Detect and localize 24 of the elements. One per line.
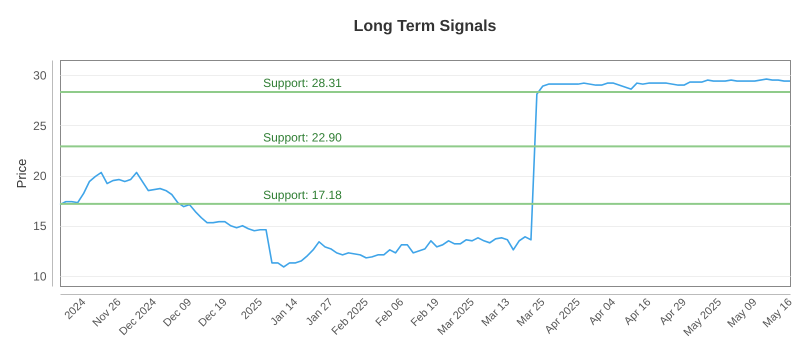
x-tick-label: Apr 16 xyxy=(622,296,654,328)
x-tick-label: Feb 06 xyxy=(373,296,406,329)
x-tick-label: Apr 29 xyxy=(657,296,689,328)
x-tick-label: Apr 04 xyxy=(586,296,618,328)
x-tick-label: Jan 27 xyxy=(304,296,336,328)
y-axis-title: Price xyxy=(14,158,30,188)
line-series xyxy=(59,78,791,268)
y-tick-label: 20 xyxy=(33,169,47,184)
ref-line-label: Support: 17.18 xyxy=(263,188,342,202)
ref-line-label: Support: 22.90 xyxy=(263,130,342,144)
x-tick-label: May 09 xyxy=(725,296,760,330)
x-tick-label: Jan 14 xyxy=(268,296,300,328)
y-tick-label: 30 xyxy=(33,68,47,83)
chart-title: Long Term Signals xyxy=(354,18,497,35)
y-tick-label: 15 xyxy=(33,219,47,234)
y-tick-label: 25 xyxy=(33,118,47,133)
x-tick-label: May 16 xyxy=(760,296,795,330)
x-tick-label: Feb 19 xyxy=(408,296,442,329)
x-tick-label: Mar 25 xyxy=(514,296,548,329)
ref-line-label: Support: 28.31 xyxy=(263,76,342,90)
x-tick-label: Dec 19 xyxy=(196,296,230,330)
y-tick-label: 10 xyxy=(33,269,47,284)
x-tick-label: Dec 09 xyxy=(161,296,194,330)
x-tick-label: Mar 13 xyxy=(479,296,512,329)
